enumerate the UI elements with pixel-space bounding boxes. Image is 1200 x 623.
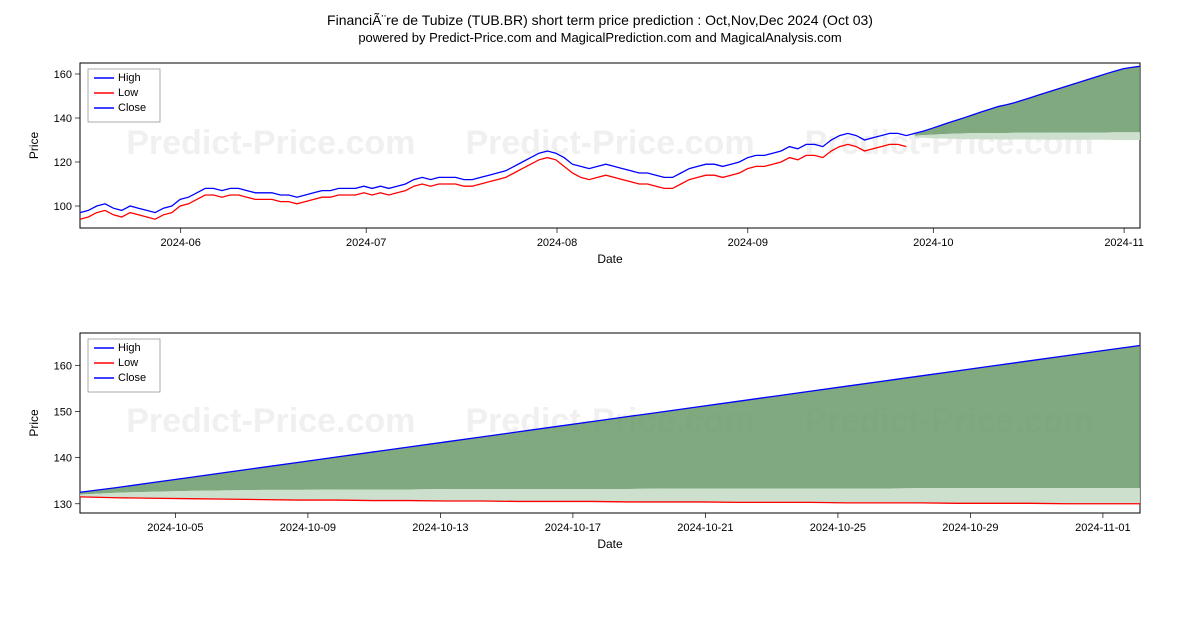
svg-text:2024-10-09: 2024-10-09: [280, 522, 336, 534]
svg-text:2024-10: 2024-10: [913, 237, 953, 249]
svg-text:2024-10-05: 2024-10-05: [147, 522, 203, 534]
svg-text:120: 120: [54, 157, 72, 169]
svg-text:Predict-Price.com: Predict-Price.com: [465, 124, 754, 162]
svg-text:2024-10-25: 2024-10-25: [810, 522, 866, 534]
svg-text:Low: Low: [118, 87, 138, 99]
svg-text:140: 140: [54, 453, 72, 465]
svg-text:160: 160: [54, 69, 72, 81]
svg-text:Date: Date: [597, 252, 623, 266]
svg-text:Predict-Price.com: Predict-Price.com: [126, 402, 415, 440]
bottom-chart-container: 130 140 150 160 2024-10-05 2024-10-09 2024-10-…: [10, 323, 1190, 593]
svg-text:2024-11-01: 2024-11-01: [1075, 522, 1130, 534]
svg-text:2024-11: 2024-11: [1104, 237, 1144, 249]
svg-text:Date: Date: [597, 537, 623, 551]
svg-text:2024-07: 2024-07: [346, 237, 386, 249]
svg-text:150: 150: [54, 406, 72, 418]
chart-subtitle: powered by Predict-Price.com and Magical…: [10, 30, 1190, 45]
svg-text:2024-10-17: 2024-10-17: [545, 522, 601, 534]
svg-text:130: 130: [54, 499, 72, 511]
svg-text:2024-10-13: 2024-10-13: [412, 522, 468, 534]
svg-text:Predict-Price.com: Predict-Price.com: [126, 124, 415, 162]
svg-text:High: High: [118, 342, 141, 354]
chart-title: FinanciÃ¨re de Tubize (TUB.BR) short ter…: [10, 12, 1190, 28]
svg-text:2024-06: 2024-06: [161, 237, 201, 249]
svg-text:High: High: [118, 72, 141, 84]
svg-text:2024-08: 2024-08: [537, 237, 577, 249]
svg-text:2024-10-21: 2024-10-21: [677, 522, 733, 534]
top-chart-container: 100 120 140 160 2024-06 2024-07 2024-08 2024-09…: [10, 53, 1190, 303]
svg-text:2024-09: 2024-09: [728, 237, 768, 249]
top-chart: 100 120 140 160 2024-06 2024-07 2024-08 2024-09…: [10, 53, 1150, 303]
bottom-chart: 130 140 150 160 2024-10-05 2024-10-09 2024-10-…: [10, 323, 1150, 593]
svg-text:Close: Close: [118, 372, 146, 384]
svg-text:2024-10-29: 2024-10-29: [942, 522, 998, 534]
svg-text:Low: Low: [118, 357, 138, 369]
svg-text:Close: Close: [118, 102, 146, 114]
svg-text:160: 160: [54, 360, 72, 372]
svg-text:Price: Price: [27, 409, 41, 437]
svg-text:140: 140: [54, 113, 72, 125]
svg-text:100: 100: [54, 201, 72, 213]
svg-text:Price: Price: [27, 132, 41, 160]
